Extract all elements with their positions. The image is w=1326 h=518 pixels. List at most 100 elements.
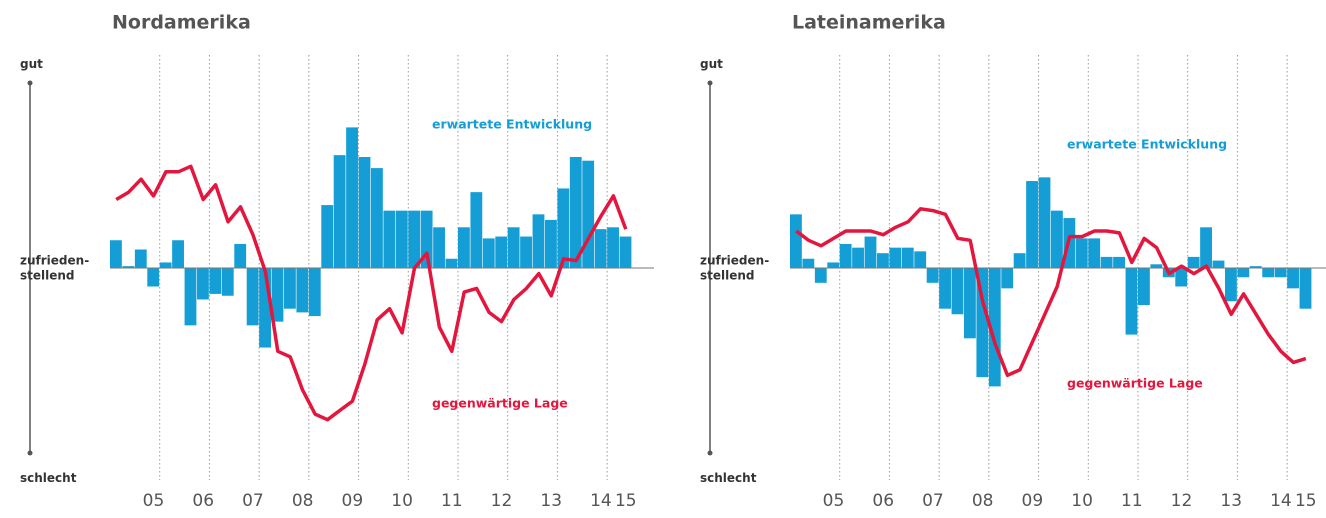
x-tick-label: 12 [1171,491,1193,511]
x-tick-label: 09 [342,491,364,511]
bar [814,268,827,283]
x-tick-label: 05 [823,491,845,511]
bar [1075,238,1088,268]
bar [607,227,619,268]
bar [1237,268,1250,278]
bar [445,258,458,268]
bar [296,268,309,313]
bar [557,188,570,268]
bar [1001,268,1014,289]
y-tick-label: zufrieden-stellend [20,253,89,282]
bar [1225,268,1237,302]
x-tick-label: 11 [1121,491,1143,511]
line [115,164,628,422]
x-tick-label: 15 [1295,491,1317,511]
bar [1187,256,1200,268]
bar [1013,253,1026,268]
x-tick-label: 06 [192,491,214,511]
x-tick-label: 10 [391,491,413,511]
bar [1200,227,1212,268]
bar [221,268,234,296]
bar [889,247,902,268]
bar [1100,256,1113,268]
line [795,207,1307,378]
bar [569,157,582,268]
chart: Lateinamerika gut zufrieden-stellend schlec… [700,12,1326,511]
bar [209,268,222,294]
bar [172,240,184,268]
y-tick-dot [27,450,33,456]
bar [159,262,172,268]
y-tick-label: schlecht [700,471,757,485]
bar [839,243,852,268]
bar [458,227,470,268]
bar [926,268,939,283]
bar [470,192,483,268]
bar [790,214,802,268]
bar [495,236,508,268]
bar [1212,260,1225,268]
x-tick-label: 07 [922,491,944,511]
x-tick-label: 08 [292,491,314,511]
bar [1274,268,1287,278]
chart-title: Nordamerika [112,12,251,34]
x-tick-label: 14 [1270,491,1292,511]
x-tick-label: 13 [540,491,562,511]
y-tick-dot [707,80,713,86]
bar [852,247,864,268]
bar [1299,268,1312,309]
chart-title: Lateinamerika [792,12,946,34]
x-tick-label: 09 [1022,491,1044,511]
bar [1262,268,1275,278]
bar [582,160,595,268]
y-tick-label: gut [700,57,723,71]
bar [1088,238,1101,268]
bar [532,214,545,268]
bar [408,210,421,268]
bar [371,168,383,268]
x-tick-label: 11 [441,491,463,511]
bar [914,251,927,268]
chart: Nordamerika gut zufrieden-stellend schlecht… [20,12,654,511]
x-tick-label: 15 [615,491,637,511]
y-tick-label: zufrieden-stellend [700,253,769,282]
bar [1175,268,1188,287]
bar [827,262,840,268]
bar [122,266,135,268]
bar [1125,268,1138,335]
x-tick-label: 14 [590,491,612,511]
bar [1026,181,1038,268]
series-label: erwartete Entwicklung [432,117,592,132]
bar [271,268,284,322]
bar [110,240,122,268]
bar [939,268,951,309]
y-tick-dot [707,450,713,456]
bar [358,157,371,268]
bar [951,268,964,315]
x-tick-label: 12 [491,491,513,511]
series-label: gegenwärtige Lage [432,396,568,411]
bar [864,236,877,268]
bar [1051,210,1063,268]
bar [321,205,334,268]
bar [1150,264,1163,268]
bar [619,236,632,268]
x-tick-label: 13 [1220,491,1242,511]
bar [134,249,147,268]
bar [184,268,197,326]
bar [545,219,557,268]
y-tick-label: gut [20,57,43,71]
bar [259,268,271,348]
bar [197,268,209,300]
y-tick-dot [27,80,33,86]
bar [976,268,989,378]
bar [1038,177,1051,268]
bar [308,268,321,317]
x-tick-label: 08 [972,491,994,511]
bar [1287,268,1299,289]
bar [877,253,889,268]
bar [482,238,495,268]
bar [802,258,815,268]
x-tick-label: 05 [143,491,165,511]
